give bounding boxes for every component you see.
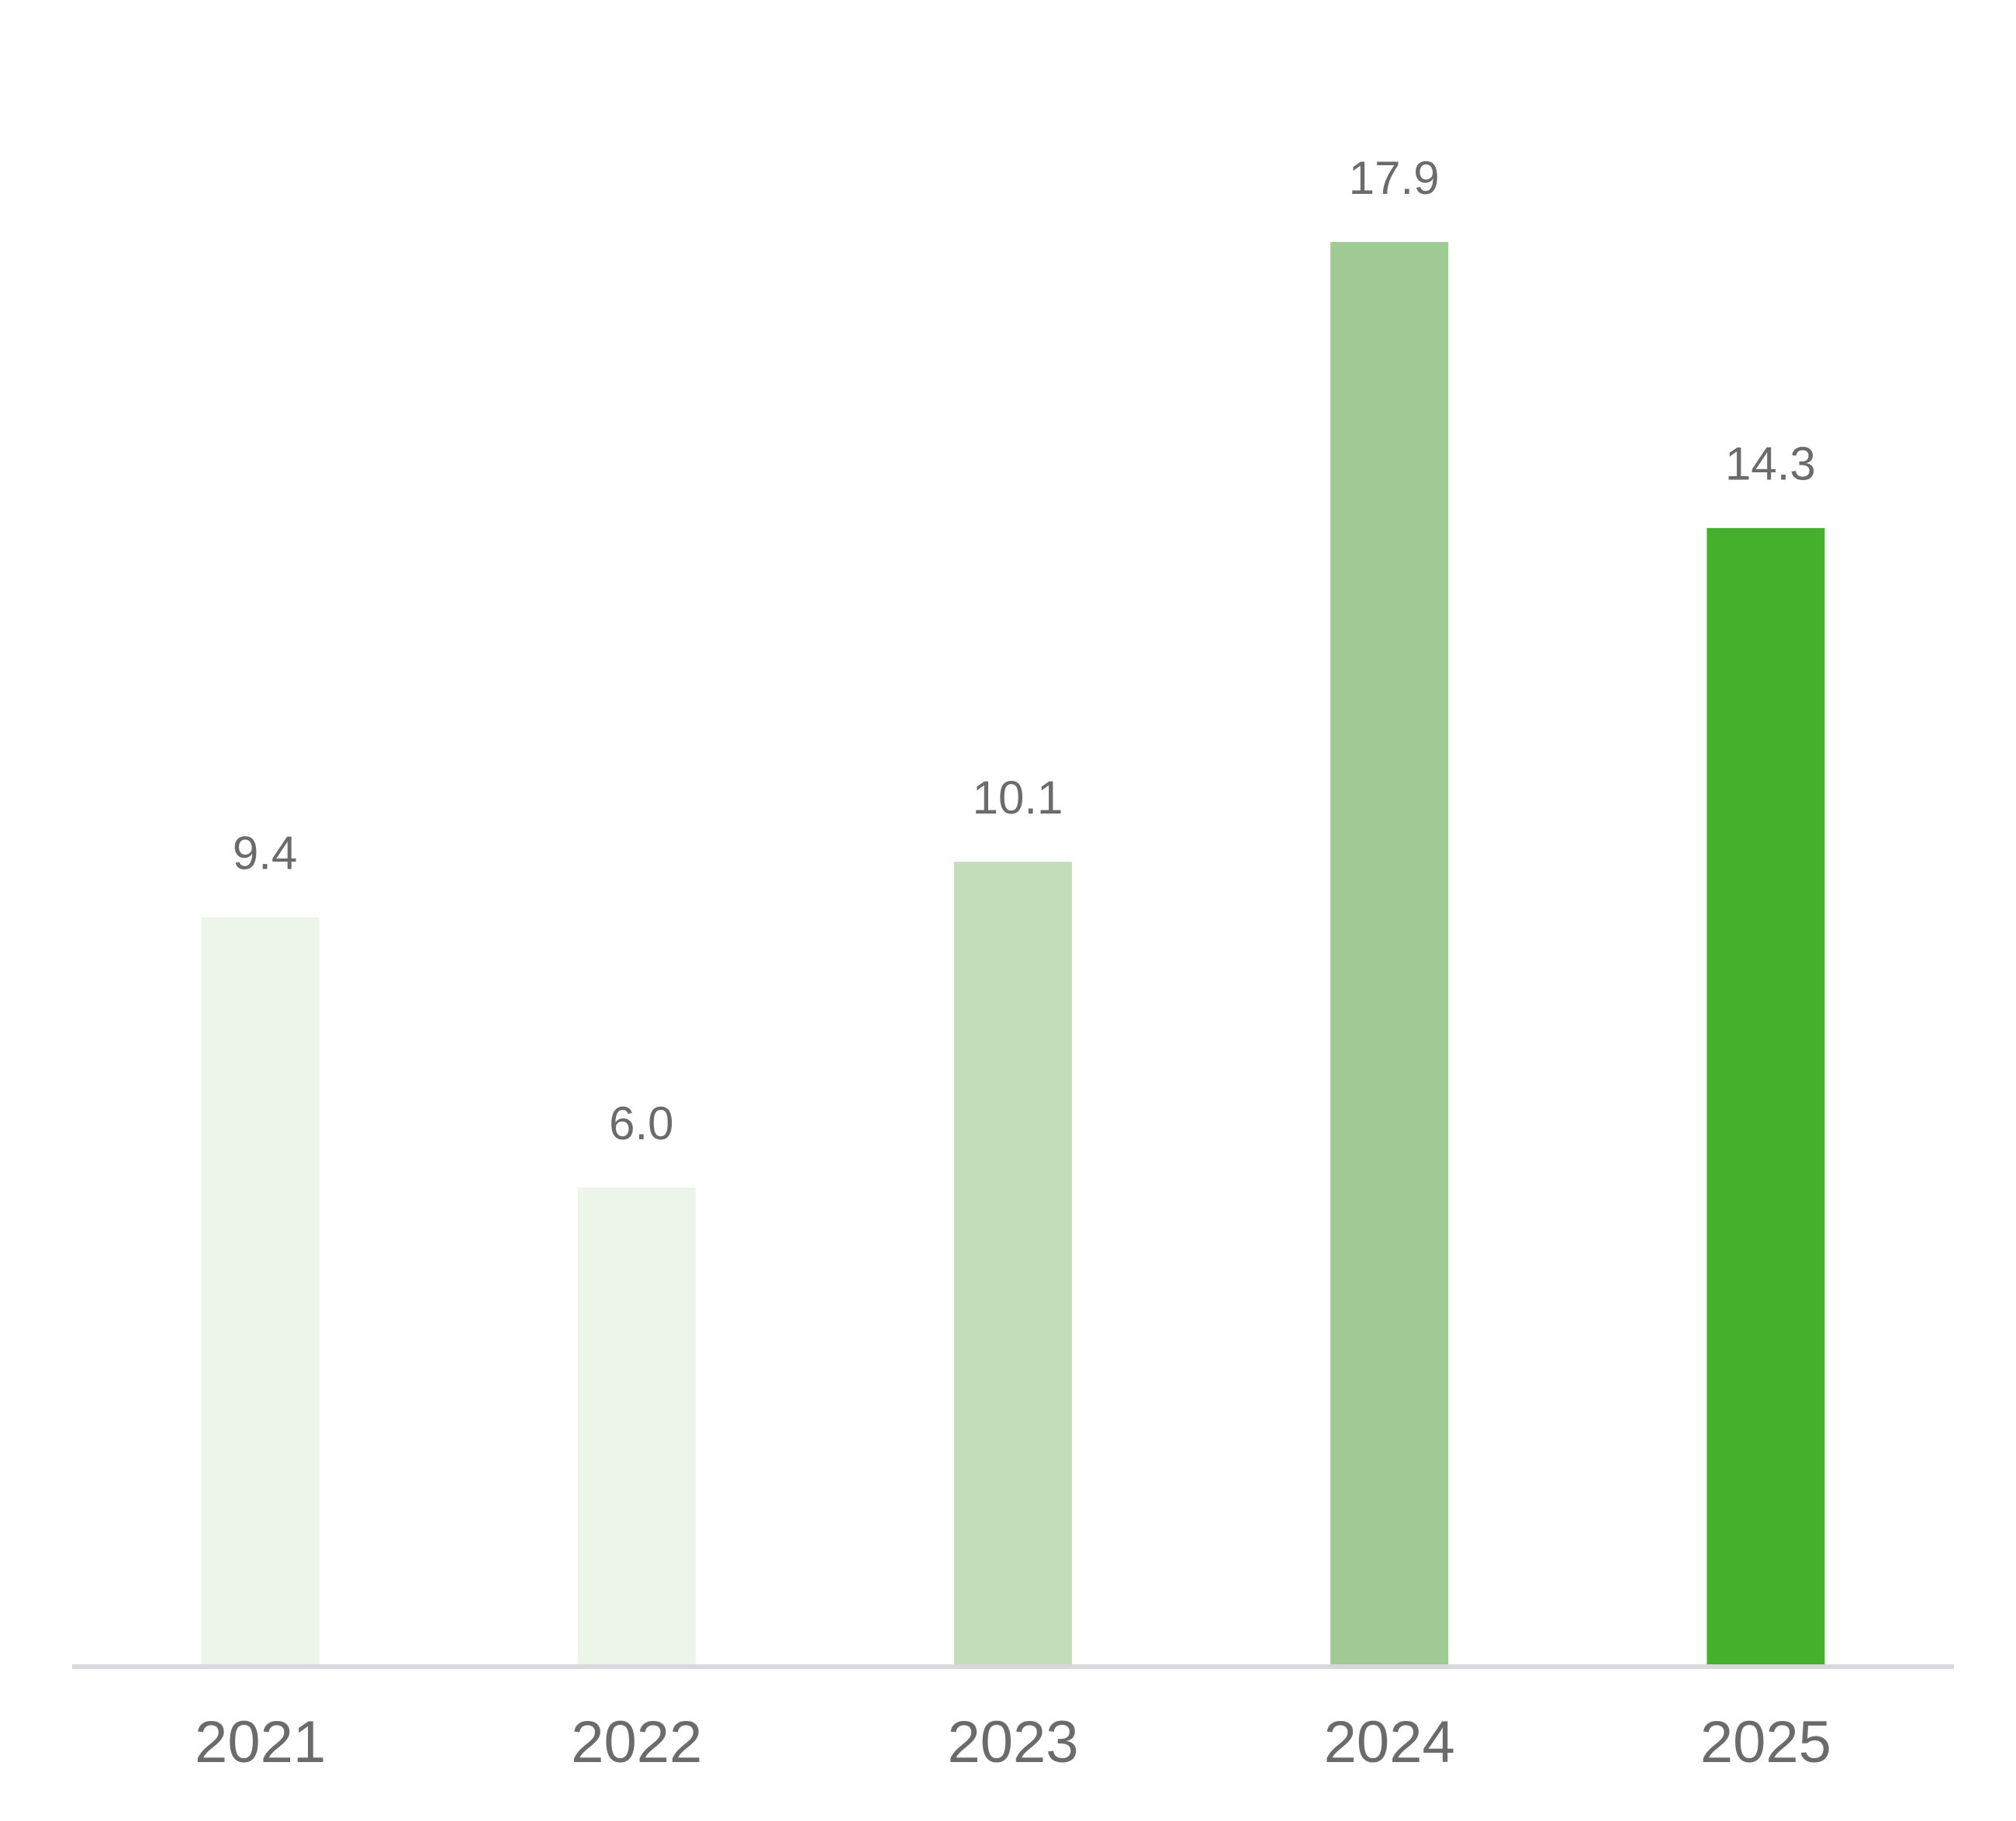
bar bbox=[1707, 527, 1825, 1665]
value-label: 9.4 bbox=[233, 828, 297, 879]
x-tick-label: 2022 bbox=[571, 1709, 702, 1775]
value-label: 10.1 bbox=[973, 772, 1063, 824]
value-label: 6.0 bbox=[609, 1097, 673, 1149]
x-tick-label: 2025 bbox=[1700, 1709, 1831, 1775]
bar bbox=[1330, 242, 1449, 1664]
bar bbox=[201, 917, 320, 1664]
x-tick-label: 2023 bbox=[947, 1709, 1078, 1775]
x-tick-label: 2021 bbox=[195, 1709, 326, 1775]
bar bbox=[577, 1187, 696, 1664]
x-tick-label: 2024 bbox=[1324, 1709, 1455, 1775]
value-label: 17.9 bbox=[1349, 152, 1440, 204]
bar bbox=[954, 862, 1072, 1664]
value-label: 14.3 bbox=[1725, 438, 1816, 490]
